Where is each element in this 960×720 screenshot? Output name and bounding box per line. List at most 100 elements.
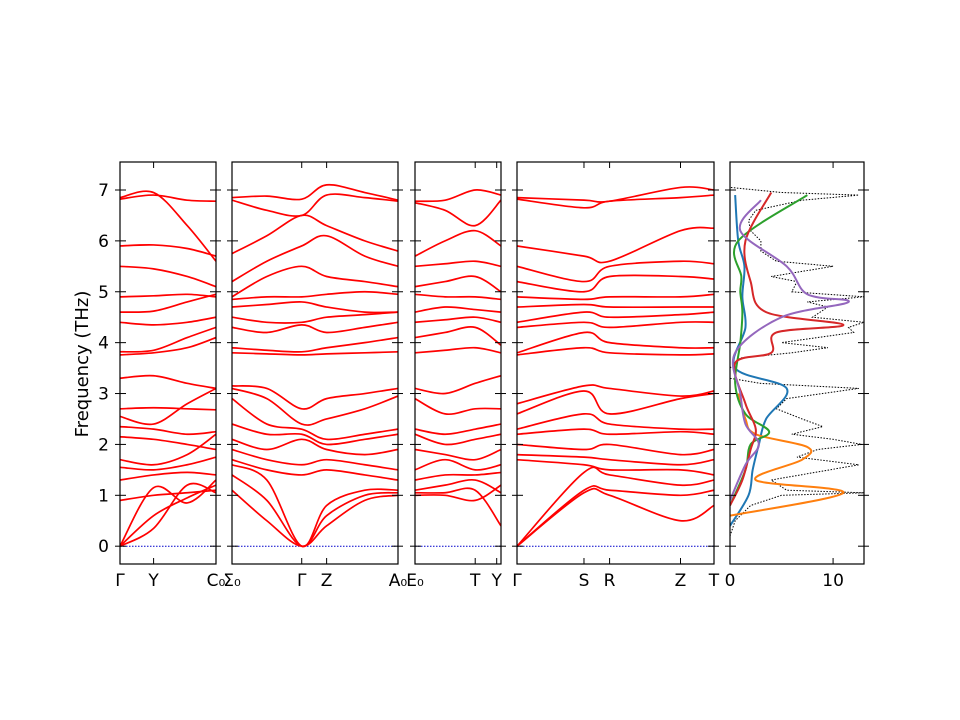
partial-dos-curve-0 — [730, 195, 789, 527]
phonon-band-p4-5 — [517, 293, 714, 301]
high-symmetry-label: Z — [321, 571, 333, 591]
phonon-band-p1-18 — [120, 479, 216, 547]
dos-frame — [729, 161, 865, 565]
high-symmetry-label: Y — [147, 571, 159, 591]
y-tick-label: 6 — [98, 232, 109, 252]
phonon-band-p1-1 — [120, 190, 216, 262]
band-lines — [232, 183, 398, 548]
phonon-band-p3-10 — [415, 374, 501, 395]
phonon-band-p1-6 — [120, 316, 216, 326]
band-lines — [415, 189, 501, 527]
phonon-band-p4-6 — [517, 303, 714, 309]
dos-panel: 0 10 — [725, 161, 869, 591]
phonon-band-p2-4 — [232, 265, 398, 298]
phonon-band-p4-15 — [517, 443, 714, 456]
y-tick-label: 5 — [98, 283, 109, 303]
dos-curves — [730, 186, 864, 537]
phonon-band-p3-9 — [415, 346, 501, 354]
phonon-band-p2-2 — [232, 214, 398, 255]
phonon-band-p1-14 — [120, 433, 216, 466]
phonon-band-p4-17 — [517, 458, 714, 476]
phonon-band-p1-7 — [120, 326, 216, 353]
phonon-band-p3-19 — [415, 484, 501, 502]
phonon-band-p4-8 — [517, 321, 714, 329]
phonon-band-p3-15 — [415, 458, 501, 471]
high-symmetry-label: Γ — [512, 571, 522, 591]
y-axis-label: Frequency (THz) — [72, 291, 93, 438]
phonon-band-p1-15 — [120, 456, 216, 471]
phonon-band-p2-18 — [232, 463, 398, 548]
phonon-band-p2-15 — [232, 438, 398, 456]
high-symmetry-label: Γ — [297, 571, 307, 591]
phonon-band-p2-13 — [232, 397, 398, 441]
phonon-band-p2-9 — [232, 336, 398, 353]
panel-frame — [516, 161, 715, 565]
phonon-band-p1-8 — [120, 336, 216, 356]
y-tick-label: 3 — [98, 385, 109, 405]
phonon-band-p4-16 — [517, 453, 714, 466]
phonon-band-p2-19 — [232, 474, 398, 548]
phonon-band-p4-0 — [517, 186, 714, 203]
phonon-band-p3-4 — [415, 275, 501, 293]
phonon-band-p2-0 — [232, 183, 398, 201]
phonon-band-p4-13 — [517, 413, 714, 431]
phonon-band-p1-13 — [120, 435, 216, 451]
dos-x-tick-label: 0 — [725, 571, 736, 591]
phonon-band-p2-5 — [232, 290, 398, 301]
high-symmetry-label: C₀ — [207, 571, 226, 591]
panel-frame — [119, 161, 217, 565]
band-panel-p2: Σ₀ Γ Z A₀ — [223, 161, 407, 591]
phonon-band-p1-9 — [120, 374, 216, 390]
high-symmetry-label: E₀ — [406, 571, 424, 591]
high-symmetry-label: Γ — [115, 571, 125, 591]
band-panel-p3: E₀ T Y — [406, 161, 506, 591]
phonon-band-p1-16 — [120, 471, 216, 481]
phonon-band-p1-3 — [120, 265, 216, 288]
phonon-band-p4-19 — [517, 485, 714, 547]
phonon-band-p3-0 — [415, 189, 501, 203]
y-tick-label: 1 — [98, 486, 109, 506]
phonon-band-p3-6 — [415, 306, 501, 313]
phonon-band-p4-2 — [517, 226, 714, 264]
high-symmetry-label: T — [708, 571, 720, 591]
partial-dos-curve-3 — [730, 192, 845, 506]
phonon-band-p2-14 — [232, 423, 398, 446]
partial-dos-curve-1 — [730, 393, 845, 517]
band-panel-p1: 0 1 2 3 4 5 6 7 Γ Y C₀ — [98, 161, 226, 591]
phonon-band-p4-10 — [517, 346, 714, 356]
phonon-band-p3-1 — [415, 199, 501, 227]
phonon-band-p4-18 — [517, 466, 714, 547]
phonon-band-p1-4 — [120, 293, 216, 298]
y-tick-label: 0 — [98, 537, 109, 557]
high-symmetry-label: Z — [675, 571, 687, 591]
phonon-band-p4-7 — [517, 311, 714, 324]
phonon-band-p3-12 — [415, 423, 501, 436]
high-symmetry-label: Y — [491, 571, 503, 591]
phonon-band-p2-20 — [232, 489, 398, 548]
phonon-band-p2-11 — [232, 385, 398, 410]
phonon-band-p4-12 — [517, 390, 714, 415]
partial-dos-curve-2 — [730, 194, 808, 506]
phonon-band-p4-1 — [517, 194, 714, 209]
phonon-band-p2-3 — [232, 234, 398, 283]
phonon-band-p2-16 — [232, 448, 398, 471]
phonon-band-p3-13 — [415, 433, 501, 446]
phonon-band-p2-6 — [232, 301, 398, 314]
phonon-band-p3-2 — [415, 229, 501, 257]
phonon-band-p4-20 — [517, 487, 714, 547]
panel-frame — [414, 161, 502, 565]
phonon-band-p1-10 — [120, 406, 216, 411]
band-lines — [120, 190, 216, 547]
phonon-band-p3-5 — [415, 293, 501, 301]
phonon-band-p4-9 — [517, 331, 714, 354]
y-tick-label: 2 — [98, 435, 109, 455]
phonon-band-p3-7 — [415, 316, 501, 324]
phonon-band-p3-14 — [415, 448, 501, 461]
high-symmetry-label: S — [579, 571, 590, 591]
phonon-band-p3-16 — [415, 471, 501, 481]
phonon-band-p2-1 — [232, 193, 398, 217]
phonon-band-p1-12 — [120, 425, 216, 436]
high-symmetry-label: Σ₀ — [223, 571, 241, 591]
phonon-band-p3-8 — [415, 326, 501, 346]
